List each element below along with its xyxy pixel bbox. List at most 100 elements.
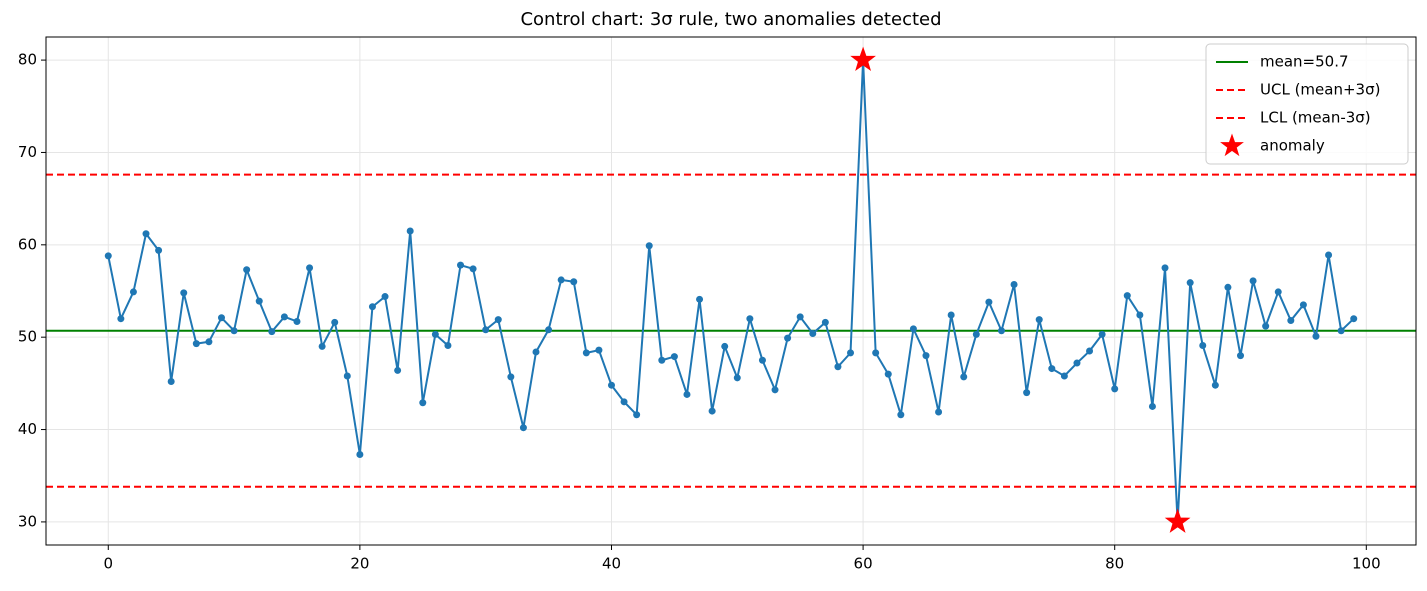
data-point (809, 329, 817, 337)
data-point (607, 381, 615, 389)
y-tick-label: 50 (18, 328, 37, 346)
data-point (180, 289, 188, 297)
x-tick-label: 40 (602, 555, 621, 573)
data-point (1186, 279, 1194, 287)
data-point (217, 314, 225, 322)
data-point (1337, 327, 1345, 335)
data-point (532, 348, 540, 356)
data-point (117, 315, 125, 323)
legend-swatch (1220, 133, 1244, 157)
data-point (545, 326, 553, 334)
data-point (1010, 281, 1018, 289)
data-point (1312, 332, 1320, 340)
data-point (356, 450, 364, 458)
data-point (104, 252, 112, 260)
data-point (972, 330, 980, 338)
data-point (947, 311, 955, 319)
data-point (1325, 251, 1333, 259)
data-point (570, 278, 578, 286)
data-point (469, 265, 477, 273)
data-point (482, 326, 490, 334)
data-point (683, 390, 691, 398)
data-point (1136, 311, 1144, 319)
data-point (557, 276, 565, 284)
data-point (582, 349, 590, 357)
data-point (733, 374, 741, 382)
data-point (935, 408, 943, 416)
data-point (494, 316, 502, 324)
data-point (746, 315, 754, 323)
data-point (1224, 283, 1232, 291)
data-point (331, 318, 339, 326)
data-point (1086, 347, 1094, 355)
data-point (1035, 316, 1043, 324)
data-point (696, 295, 704, 303)
legend-label: UCL (mean+3σ) (1260, 81, 1380, 99)
data-point (872, 349, 880, 357)
y-tick-label: 40 (18, 420, 37, 438)
data-point (1287, 317, 1295, 325)
y-tick-label: 30 (18, 512, 37, 530)
data-point (847, 349, 855, 357)
anomaly-marker (850, 46, 876, 72)
legend-label: anomaly (1260, 137, 1325, 155)
data-point (419, 399, 427, 407)
data-point (129, 288, 137, 296)
data-point (406, 227, 414, 235)
data-point (1249, 277, 1257, 285)
data-point (1073, 359, 1081, 367)
data-point (142, 230, 150, 238)
data-point (205, 338, 213, 346)
data-point (1123, 292, 1131, 300)
y-tick-label: 70 (18, 143, 37, 161)
data-point (1274, 288, 1282, 296)
data-point (1262, 322, 1270, 330)
legend-box (1205, 43, 1409, 165)
data-point (167, 378, 175, 386)
data-point (1199, 341, 1207, 349)
data-point (595, 346, 603, 354)
data-point (985, 298, 993, 306)
data-point (721, 342, 729, 350)
data-point (394, 366, 402, 374)
data-point (909, 325, 917, 333)
x-tick-label: 100 (1352, 555, 1381, 573)
data-point (1161, 264, 1169, 272)
data-point (243, 266, 251, 274)
data-point (368, 303, 376, 311)
data-point (1211, 381, 1219, 389)
data-point (784, 334, 792, 342)
plot-frame (45, 36, 1417, 546)
data-point (771, 386, 779, 394)
data-point (645, 242, 653, 250)
data-point (884, 370, 892, 378)
x-tick-label: 60 (854, 555, 873, 573)
data-point (431, 330, 439, 338)
data-point (670, 353, 678, 361)
data-point (444, 341, 452, 349)
x-tick-label: 0 (103, 555, 113, 573)
data-point (230, 327, 238, 335)
legend-label: mean=50.7 (1260, 53, 1349, 71)
data-point (318, 342, 326, 350)
data-point (658, 356, 666, 364)
data-point (155, 246, 163, 254)
data-point (960, 373, 968, 381)
data-point (1237, 352, 1245, 360)
data-point (268, 328, 276, 336)
data-point (1350, 315, 1358, 323)
data-point (280, 313, 288, 321)
data-point (922, 352, 930, 360)
data-point (192, 340, 200, 348)
data-point (1148, 402, 1156, 410)
data-point (1098, 330, 1106, 338)
data-point (620, 398, 628, 406)
data-point (1111, 385, 1119, 393)
data-point (821, 318, 829, 326)
data-point (343, 372, 351, 380)
data-point (1060, 372, 1068, 380)
data-point (708, 407, 716, 415)
y-tick-label: 80 (18, 51, 37, 69)
data-point (507, 373, 515, 381)
legend-label: LCL (mean-3σ) (1260, 109, 1371, 127)
